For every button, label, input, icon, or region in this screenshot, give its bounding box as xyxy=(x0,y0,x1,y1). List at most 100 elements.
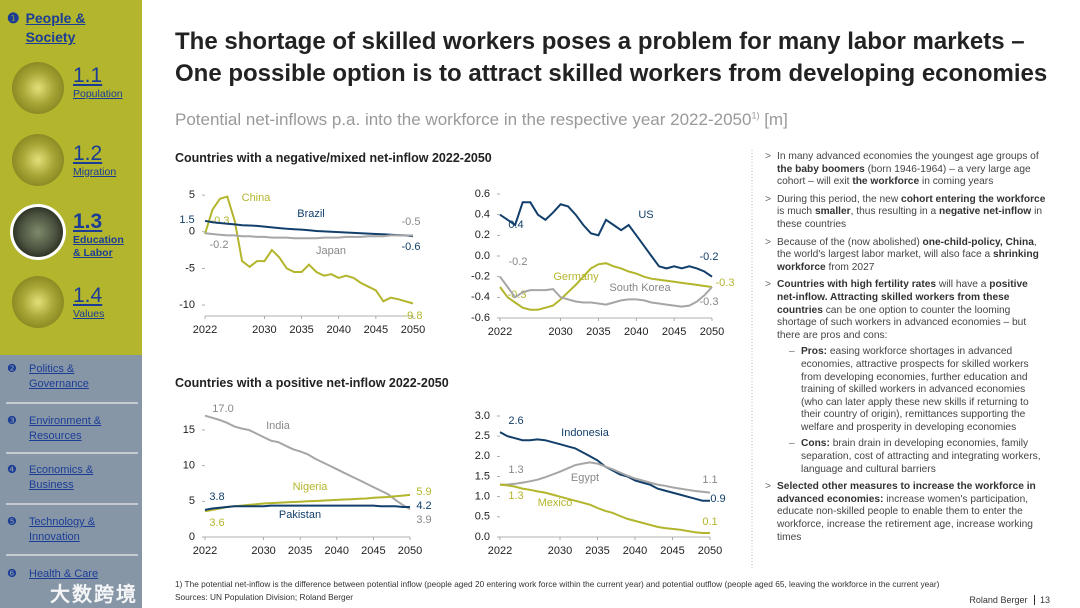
series-name: Nigeria xyxy=(293,481,329,493)
nav-subitem[interactable]: 1.1 Population xyxy=(73,64,139,101)
data-label: 1.3 xyxy=(508,490,523,502)
bullet: > Countries with high fertility rates wil… xyxy=(765,279,1047,476)
bold-run: Selected other measures to increase the … xyxy=(777,481,1036,505)
nav-subitem[interactable]: 1.4 Values xyxy=(73,284,139,321)
nav-label: People & Society xyxy=(25,10,86,45)
data-label: 3.9 xyxy=(416,514,431,526)
series-line xyxy=(204,504,410,511)
y-tick-label: 0.2 xyxy=(475,229,490,241)
series-name: Indonesia xyxy=(561,427,610,439)
nav-subitem[interactable]: 1.2 Migration xyxy=(73,142,139,179)
data-label: 2.6 xyxy=(508,415,523,427)
bold-run: Countries with high fertility rates xyxy=(777,279,937,291)
bullet: > Because of the (now abolished) one-chil… xyxy=(765,237,1047,275)
nav-subitem[interactable]: 1.3 Education & Labor xyxy=(73,210,139,260)
x-tick-label: 2050 xyxy=(698,545,722,557)
series-name: Japan xyxy=(316,245,346,257)
data-label: 17.0 xyxy=(212,403,233,415)
series-line xyxy=(204,195,414,305)
bold-run: one-child-policy, China xyxy=(922,236,1034,248)
series-name: Pakistan xyxy=(279,509,321,521)
nav-sub-label: Migration xyxy=(73,166,117,178)
bold-run: Cons: xyxy=(801,438,830,450)
nav-num: ❶ xyxy=(7,10,20,26)
y-tick-label: -0.6 xyxy=(471,312,490,324)
x-tick-label: 2045 xyxy=(364,324,388,336)
data-label: 1.5 xyxy=(179,214,194,226)
series-name: Egypt xyxy=(571,472,599,484)
nav-section[interactable]: ❺ Technology & Innovation xyxy=(7,515,137,545)
bullet-marker: > xyxy=(765,481,771,493)
text-run: , thus resulting in a xyxy=(850,206,939,218)
bullet: – Cons: brain drain in developing economi… xyxy=(789,438,1047,476)
nav-section[interactable]: ❸ Environment & Resources xyxy=(7,414,137,444)
data-label: 3.6 xyxy=(209,517,224,529)
bullet-marker: > xyxy=(765,236,771,248)
series-line xyxy=(500,461,711,494)
x-tick-label: 2050 xyxy=(398,545,422,557)
data-label: 0.1 xyxy=(702,516,717,528)
series-line xyxy=(204,232,413,240)
y-tick-label: 0.0 xyxy=(475,250,490,262)
bullet-text: Pros: easing workforce shortages in adva… xyxy=(801,346,1047,434)
series-name: China xyxy=(242,192,272,204)
nav-section[interactable]: ❻ Health & Care xyxy=(7,567,137,582)
series-name: Mexico xyxy=(538,497,573,509)
nav-sub-num: 1.1 xyxy=(73,64,103,87)
data-label: 0.4 xyxy=(508,219,523,231)
nav-sub-label: Education & Labor xyxy=(73,234,124,259)
y-tick-label: 0.4 xyxy=(475,209,490,221)
data-label: -0.3 xyxy=(700,296,719,308)
x-tick-label: 2050 xyxy=(700,326,724,338)
nav-section[interactable]: ❹ Economics & Business xyxy=(7,463,137,493)
text-run: During this period, the new xyxy=(777,193,902,205)
y-tick-label: 0 xyxy=(189,226,195,238)
y-tick-label: 1.5 xyxy=(475,470,490,482)
bold-run: shrinking workforce xyxy=(777,249,1039,273)
bullet-marker: > xyxy=(765,151,771,162)
x-tick-label: 2040 xyxy=(326,324,350,336)
thumb xyxy=(12,134,64,186)
data-label: -0.2 xyxy=(700,251,719,263)
data-label: 3.8 xyxy=(209,491,224,503)
bold-run: cohort entering the workforce xyxy=(901,193,1046,205)
subtitle: Potential net-inflows p.a. into the work… xyxy=(175,110,788,130)
bullet-text: Countries with high fertility rates will… xyxy=(777,279,1047,342)
series-line xyxy=(204,219,414,238)
series-name: Germany xyxy=(553,271,599,283)
text-run: in these countries xyxy=(777,206,1042,230)
text-run: increase women's participation, educate … xyxy=(777,493,1033,543)
x-tick-label: 2035 xyxy=(585,545,609,557)
data-label: 1.3 xyxy=(508,464,523,476)
footnote: 1) The potential net-inflow is the diffe… xyxy=(175,579,940,589)
series-line xyxy=(499,276,713,308)
bullet: – Pros: easing workforce shortages in adv… xyxy=(789,346,1047,434)
y-tick-label: 0.5 xyxy=(475,511,490,523)
page-number: 13 xyxy=(1033,595,1050,605)
x-tick-label: 2030 xyxy=(252,324,276,336)
bullets: > In many advanced economies the youngest… xyxy=(765,151,1047,549)
thumb xyxy=(12,276,64,328)
y-tick-label: 0.6 xyxy=(475,188,490,200)
nav-num: ❷ xyxy=(7,363,17,375)
sidebar-bottom xyxy=(0,355,142,608)
nav-section[interactable]: ❷ Politics & Governance xyxy=(7,362,137,392)
y-tick-label: 1.0 xyxy=(475,491,490,503)
data-label: 5.9 xyxy=(416,486,431,498)
data-label: -0.3 xyxy=(716,277,735,289)
nav-label: Politics & Governance xyxy=(29,363,89,390)
series-name: US xyxy=(638,209,653,221)
x-tick-label: 2045 xyxy=(660,545,684,557)
nav-active[interactable]: ❶ People & Society xyxy=(7,9,137,47)
nav-num: ❹ xyxy=(7,464,17,476)
bullet-text: Cons: brain drain in developing economie… xyxy=(801,438,1047,476)
sidebar-decor xyxy=(6,62,138,556)
bold-run: negative net-inflow xyxy=(938,206,1032,218)
text-run: In many advanced economies the youngest … xyxy=(777,151,1039,162)
bold-run: Pros: xyxy=(801,346,828,358)
series-name: India xyxy=(266,420,291,432)
subtitle-sup: 1) xyxy=(751,110,760,121)
subtitle-unit: [m] xyxy=(764,110,788,129)
series-name: Brazil xyxy=(297,208,325,220)
x-tick-label: 2040 xyxy=(623,545,647,557)
